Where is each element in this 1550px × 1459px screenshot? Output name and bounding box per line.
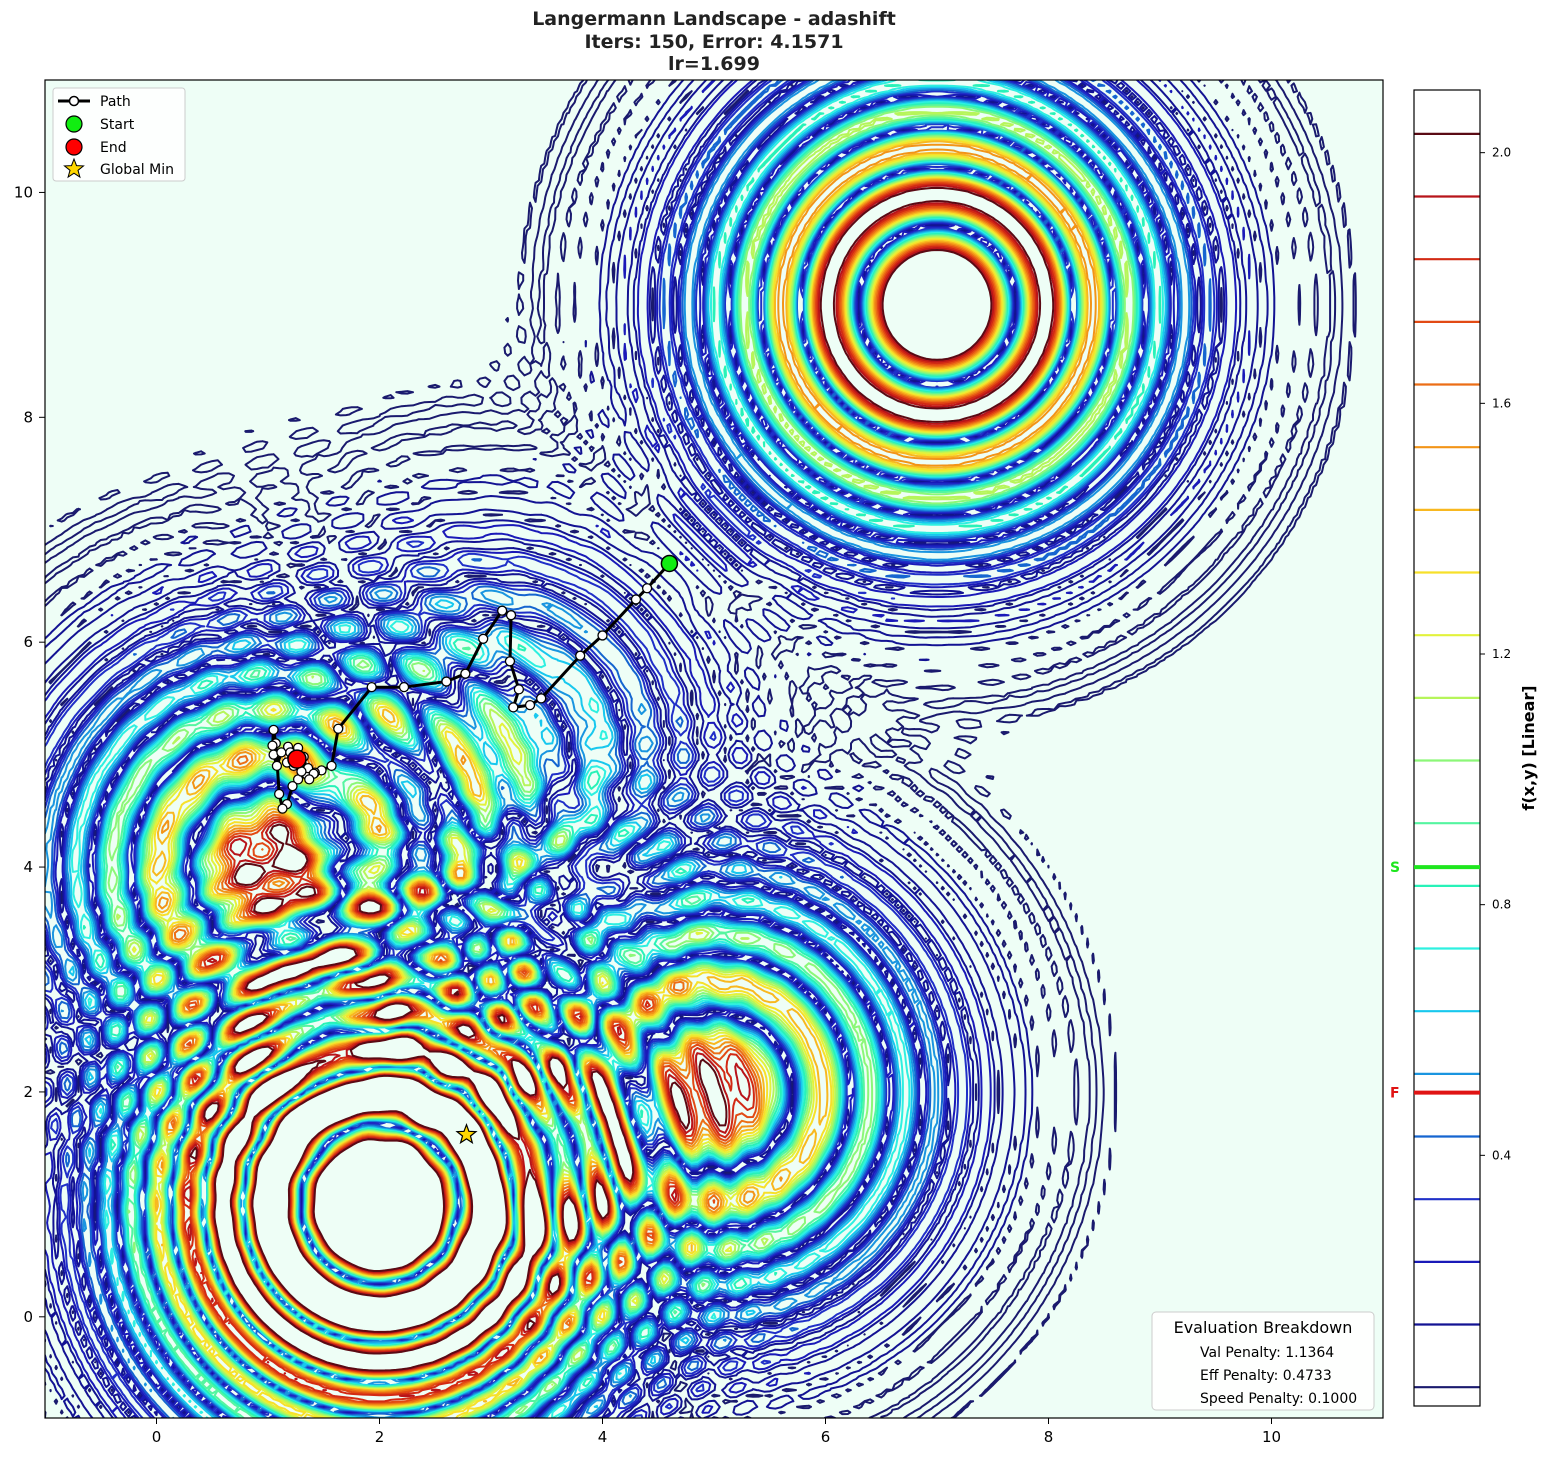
colorbar-tick-label: 0.4 <box>1492 1148 1511 1162</box>
legend-end-swatch <box>66 139 82 155</box>
path-point <box>400 683 409 692</box>
colorbar-tick-label: 2.0 <box>1492 146 1511 160</box>
path-point <box>598 631 607 640</box>
path-point <box>643 584 652 593</box>
legend: Path Start End Global Min <box>53 88 185 181</box>
x-tick-label: 10 <box>1262 1428 1281 1446</box>
path-point <box>514 685 523 694</box>
y-tick-label: 0 <box>23 1308 33 1326</box>
legend-path-swatch-dot <box>70 97 79 106</box>
path-point <box>327 761 336 770</box>
path-point <box>576 651 585 660</box>
evaluation-title: Evaluation Breakdown <box>1174 1318 1353 1337</box>
y-tick-label: 4 <box>23 858 33 876</box>
end-marker <box>288 750 306 768</box>
y-tick-label: 6 <box>23 633 33 651</box>
path-point <box>526 701 535 710</box>
path-point <box>275 789 284 798</box>
evaluation-val-penalty: Val Penalty: 1.1364 <box>1200 1345 1334 1361</box>
path-point <box>278 804 287 813</box>
path-point <box>479 634 488 643</box>
path-point <box>505 657 514 666</box>
x-tick-label: 8 <box>1044 1428 1054 1446</box>
colorbar-start-marker-label: S <box>1390 860 1400 876</box>
path-point <box>461 669 470 678</box>
y-axis: 0 2 4 6 8 10 <box>14 183 45 1325</box>
legend-entry-global-min: Global Min <box>100 162 174 178</box>
path-point <box>288 782 297 791</box>
path-point <box>442 677 451 686</box>
path-point <box>272 761 281 770</box>
path-point <box>507 611 516 620</box>
y-tick-label: 2 <box>23 1083 33 1101</box>
path-point <box>537 694 546 703</box>
colorbar-tick-label: 0.8 <box>1492 898 1511 912</box>
start-marker <box>661 555 677 571</box>
legend-entry-start: Start <box>100 117 135 133</box>
y-tick-label: 8 <box>23 408 33 426</box>
path-point <box>631 595 640 604</box>
colorbar-tick-label: 1.6 <box>1492 396 1511 410</box>
x-tick-label: 2 <box>375 1428 385 1446</box>
colorbar-end-marker-label: F <box>1390 1086 1400 1102</box>
x-tick-label: 4 <box>598 1428 608 1446</box>
path-point <box>269 725 278 734</box>
colorbar: 0.4 0.8 1.2 1.6 2.0 S F f(x,y) [Linear] <box>1390 90 1538 1406</box>
evaluation-eff-penalty: Eff Penalty: 0.4733 <box>1200 1368 1332 1384</box>
plot-area <box>45 80 1383 1418</box>
x-axis: 0 2 4 6 8 10 <box>152 1418 1281 1446</box>
path-point <box>509 703 518 712</box>
legend-entry-path: Path <box>100 94 131 110</box>
path-point <box>268 741 277 750</box>
path-point <box>367 683 376 692</box>
evaluation-breakdown: Evaluation Breakdown Val Penalty: 1.1364… <box>1152 1312 1374 1410</box>
colorbar-tick-label: 1.2 <box>1492 647 1511 661</box>
x-tick-label: 6 <box>821 1428 831 1446</box>
x-tick-label: 0 <box>152 1428 162 1446</box>
colorbar-levels <box>1414 134 1480 1387</box>
colorbar-label: f(x,y) [Linear] <box>1519 685 1538 810</box>
path-point <box>498 606 507 615</box>
evaluation-speed-penalty: Speed Penalty: 0.1000 <box>1200 1391 1357 1407</box>
path-point <box>305 775 314 784</box>
legend-start-swatch <box>66 116 82 132</box>
colorbar-background <box>1414 90 1480 1406</box>
legend-entry-end: End <box>100 140 127 156</box>
path-point <box>334 724 343 733</box>
y-tick-label: 10 <box>14 183 33 201</box>
